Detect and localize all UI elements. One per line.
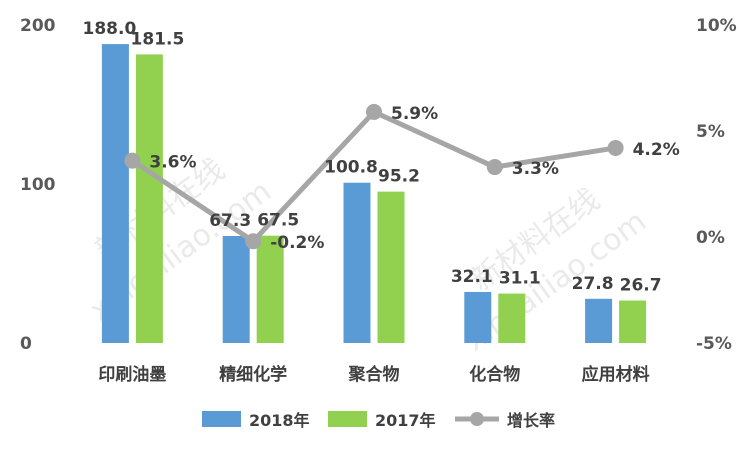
legend-label-growth: 增长率	[507, 411, 555, 430]
data-labels: 188.0 67.3 100.8 32.1 27.8 181.5 67.5 95.2 31.1 2…	[83, 19, 680, 295]
growth-value-label: 4.2%	[633, 140, 680, 160]
x-category-label: 精细化学	[219, 364, 287, 385]
legend-label-2018: 2018年	[249, 411, 310, 430]
bar-value-label: 26.7	[620, 276, 662, 296]
growth-point	[607, 139, 624, 156]
bar-value-label: 31.1	[499, 269, 541, 289]
x-category-label: 印刷油墨	[98, 364, 166, 385]
x-category-label: 应用材料	[582, 364, 650, 385]
bar-value-label: 95.2	[378, 167, 420, 187]
bars	[101, 44, 647, 343]
bar-series-2	[135, 54, 163, 343]
bar-series-2	[619, 300, 647, 343]
growth-value-label: 3.6%	[149, 153, 196, 173]
bar-series-2	[377, 191, 405, 343]
bar-value-label: 27.8	[572, 274, 614, 294]
y-left-tick-label: 0	[20, 334, 32, 354]
bar-value-label: 181.5	[131, 29, 185, 49]
bar-series-1	[222, 235, 250, 343]
x-category-label: 聚合物	[348, 364, 400, 385]
bar-series-1	[101, 44, 129, 343]
legend: 2018年 2017年 增长率	[202, 411, 555, 430]
growth-point	[245, 233, 262, 250]
bar-series-2	[498, 293, 526, 343]
y-right-tick-label: 5%	[696, 122, 725, 142]
axes: 0 100 200 -5% 0% 5% 10% 印刷油墨 精细化学 聚合物 化合物 应用材料	[20, 16, 737, 385]
bar-series-1	[464, 291, 492, 343]
legend-swatch-2018	[202, 411, 241, 427]
bar-value-label: 67.3	[209, 211, 251, 231]
growth-line	[124, 103, 624, 250]
y-right-tick-label: 0%	[696, 228, 725, 248]
growth-point	[486, 159, 503, 176]
y-right-tick-label: 10%	[696, 16, 737, 36]
bar-series-2	[256, 235, 284, 343]
growth-value-label: -0.2%	[270, 233, 324, 253]
y-left-tick-label: 200	[20, 16, 56, 36]
growth-point	[124, 152, 141, 169]
legend-marker-growth	[470, 412, 484, 426]
growth-value-label: 5.9%	[391, 104, 438, 124]
legend-label-2017: 2017年	[375, 411, 436, 430]
x-category-label: 化合物	[469, 364, 520, 385]
growth-value-label: 3.3%	[512, 159, 559, 179]
bar-value-label: 32.1	[451, 267, 493, 287]
bar-value-label: 100.8	[324, 158, 378, 178]
growth-point	[366, 103, 382, 120]
bar-value-label: 188.0	[83, 19, 137, 39]
legend-swatch-2017	[328, 411, 367, 427]
bar-series-1	[585, 298, 613, 343]
y-left-tick-label: 100	[20, 175, 56, 195]
bar-series-1	[343, 182, 371, 343]
bar-value-label: 67.5	[257, 211, 299, 231]
y-right-tick-label: -5%	[696, 334, 732, 354]
